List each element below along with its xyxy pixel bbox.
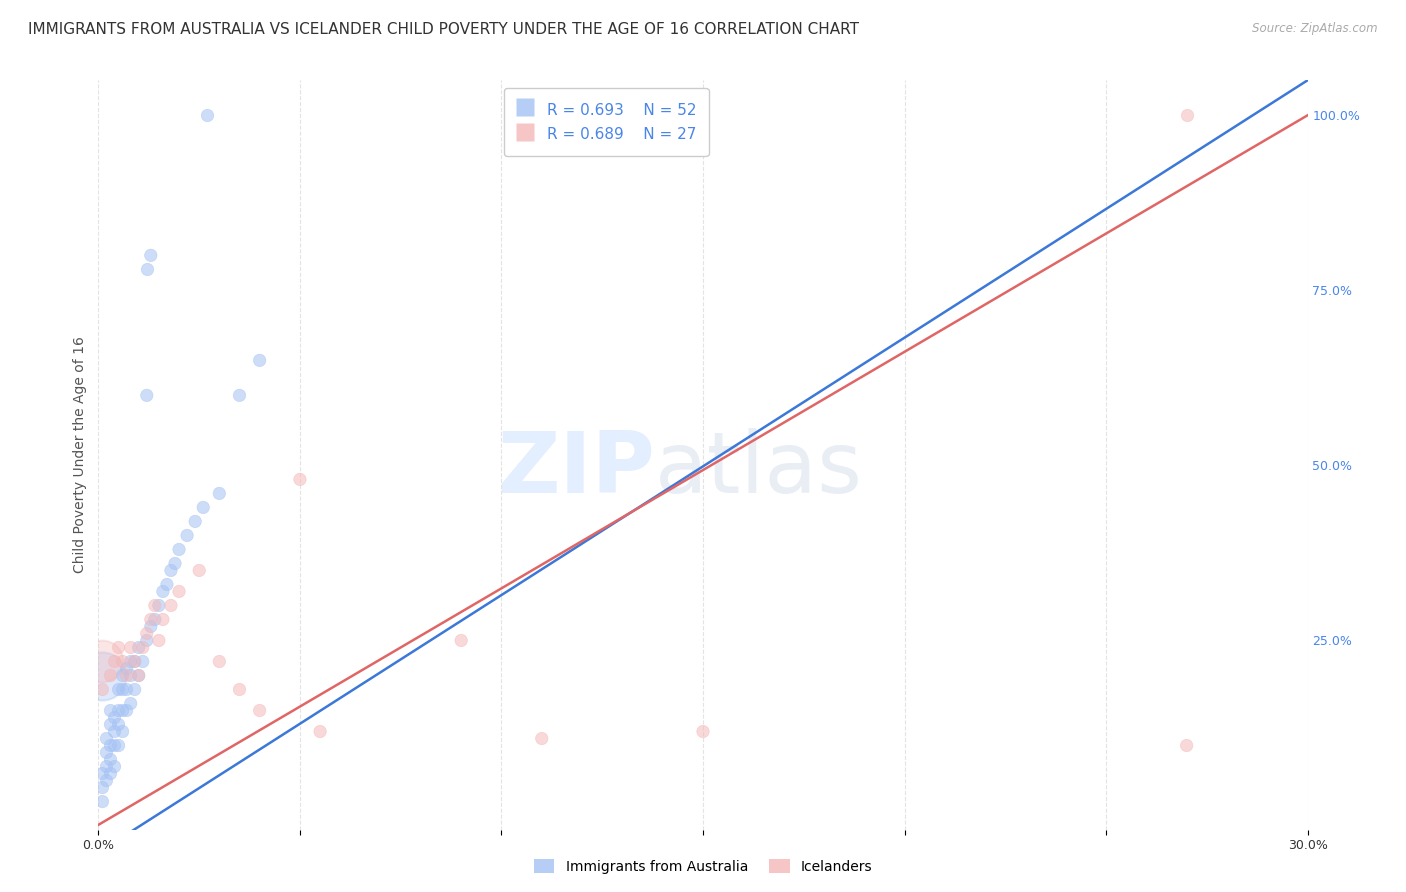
Legend: Immigrants from Australia, Icelanders: Immigrants from Australia, Icelanders [527, 852, 879, 880]
Point [167, 542, 190, 557]
Point [132, 640, 155, 655]
Point [139, 619, 162, 633]
Point [195, 108, 218, 122]
Point [530, 731, 553, 746]
Text: Source: ZipAtlas.com: Source: ZipAtlas.com [1253, 22, 1378, 36]
Point [120, 697, 142, 711]
Point [1175, 108, 1198, 122]
Point [139, 612, 162, 626]
Point [120, 668, 142, 682]
Point [111, 724, 134, 739]
Point [91, 780, 114, 795]
Point [208, 655, 231, 669]
Point [228, 388, 250, 402]
Point [228, 682, 250, 697]
Point [91, 682, 114, 697]
Point [103, 710, 125, 724]
Point [103, 759, 125, 773]
Point [107, 640, 129, 655]
Point [135, 388, 157, 402]
Point [111, 682, 134, 697]
Point [128, 640, 150, 655]
Point [100, 752, 122, 766]
Point [91, 795, 114, 809]
Text: IMMIGRANTS FROM AUSTRALIA VS ICELANDER CHILD POVERTY UNDER THE AGE OF 16 CORRELA: IMMIGRANTS FROM AUSTRALIA VS ICELANDER C… [28, 22, 859, 37]
Point [96, 746, 118, 760]
Point [128, 668, 150, 682]
Point [135, 626, 157, 640]
Point [111, 655, 134, 669]
Point [115, 682, 138, 697]
Point [152, 612, 174, 626]
Point [91, 766, 114, 780]
Point [160, 564, 183, 578]
Point [115, 668, 138, 682]
Point [120, 640, 142, 655]
Point [288, 472, 311, 486]
Point [100, 704, 122, 718]
Point [148, 633, 170, 648]
Point [124, 655, 146, 669]
Point [91, 668, 114, 682]
Text: ZIP: ZIP [496, 428, 655, 511]
Point [135, 262, 157, 277]
Point [184, 515, 207, 529]
Point [96, 731, 118, 746]
Point [156, 577, 179, 591]
Point [103, 724, 125, 739]
Point [139, 248, 162, 262]
Point [148, 599, 170, 613]
Point [188, 564, 211, 578]
Point [143, 599, 166, 613]
Point [103, 655, 125, 669]
Point [143, 612, 166, 626]
Point [160, 599, 183, 613]
Legend: R = 0.693    N = 52, R = 0.689    N = 27: R = 0.693 N = 52, R = 0.689 N = 27 [503, 88, 709, 156]
Point [167, 584, 190, 599]
Point [107, 739, 129, 753]
Point [163, 557, 186, 571]
Point [135, 633, 157, 648]
Point [249, 353, 271, 368]
Point [450, 633, 472, 648]
Point [107, 682, 129, 697]
Point [91, 655, 114, 669]
Point [111, 704, 134, 718]
Point [107, 717, 129, 731]
Point [1175, 739, 1198, 753]
Point [111, 668, 134, 682]
Point [692, 724, 714, 739]
Point [124, 655, 146, 669]
Point [100, 766, 122, 780]
Point [193, 500, 215, 515]
Point [208, 486, 231, 500]
Text: atlas: atlas [655, 428, 863, 511]
Point [100, 668, 122, 682]
Point [100, 739, 122, 753]
Point [96, 759, 118, 773]
Point [124, 682, 146, 697]
Point [115, 661, 138, 675]
Point [96, 773, 118, 788]
Point [309, 724, 332, 739]
Y-axis label: Child Poverty Under the Age of 16: Child Poverty Under the Age of 16 [73, 336, 87, 574]
Point [107, 704, 129, 718]
Point [176, 528, 198, 542]
Point [249, 704, 271, 718]
Point [100, 717, 122, 731]
Point [115, 704, 138, 718]
Point [132, 655, 155, 669]
Point [152, 584, 174, 599]
Point [120, 655, 142, 669]
Point [128, 668, 150, 682]
Point [103, 739, 125, 753]
